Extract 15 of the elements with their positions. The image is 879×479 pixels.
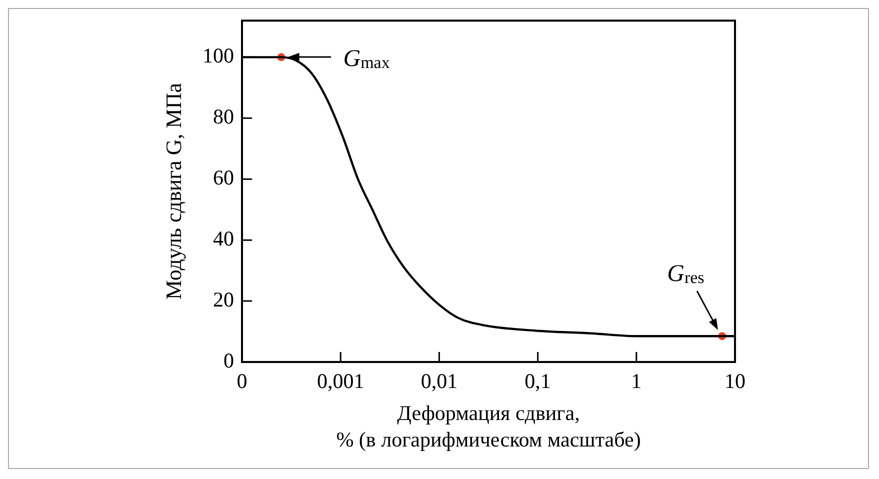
annotation: Gres <box>667 261 704 288</box>
y-axis-title: Модуль сдвига G, МПа <box>160 82 186 300</box>
annotation: Gmax <box>343 46 390 72</box>
y-tick-label: 20 <box>213 288 234 312</box>
x-tick-label: 1 <box>631 369 642 394</box>
x-tick-label: 0,01 <box>420 369 458 394</box>
x-tick-label: 0,001 <box>316 369 364 394</box>
y-tick-label: 0 <box>224 348 234 373</box>
y-tick-label: 60 <box>213 166 234 190</box>
y-tick-label: 80 <box>213 104 234 129</box>
x-axis-title: Деформация сдвига, % (в логарифмическом масштабе) <box>336 401 641 452</box>
y-tick-label: 100 <box>202 44 234 68</box>
x-tick-label: 0,1 <box>524 369 551 394</box>
x-tick-label: 10 <box>724 369 746 394</box>
y-tick-label: 40 <box>213 226 234 251</box>
